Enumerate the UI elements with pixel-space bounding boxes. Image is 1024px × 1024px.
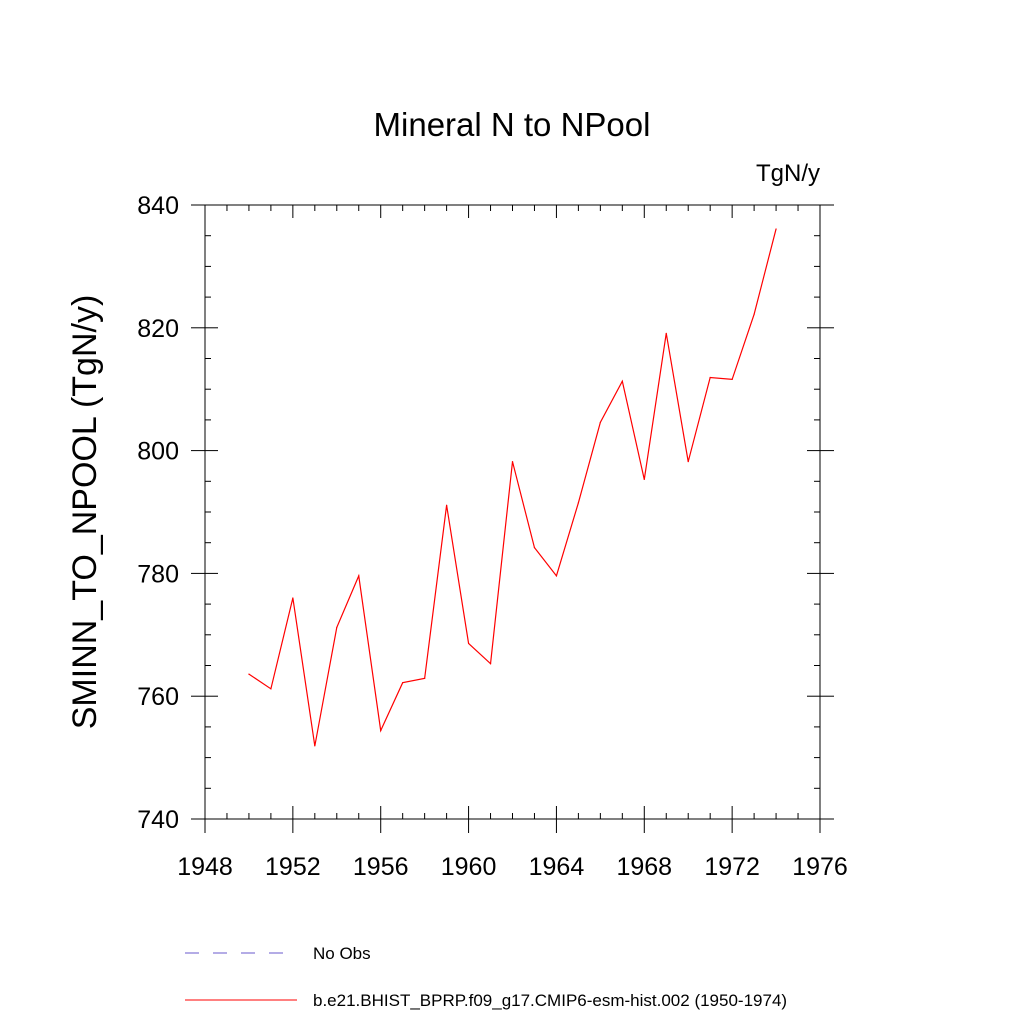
data-point	[314, 745, 316, 747]
data-point	[248, 673, 250, 675]
data-point	[402, 682, 404, 684]
data-point	[665, 332, 667, 334]
data-point	[446, 504, 448, 506]
minor-ticks	[205, 205, 820, 819]
x-tick-label: 1952	[265, 853, 321, 881]
legend-label-model: b.e21.BHIST_BPRP.f09_g17.CMIP6-esm-hist.…	[313, 991, 787, 1010]
plot-border	[204, 204, 821, 820]
plot-area	[204, 204, 821, 820]
y-axis-ticks: 740 760 780 800 820 840	[137, 192, 834, 834]
data-point	[533, 547, 536, 549]
legend-item-model: b.e21.BHIST_BPRP.f09_g17.CMIP6-esm-hist.…	[185, 991, 787, 1010]
data-point	[709, 376, 711, 379]
data-point	[643, 478, 645, 481]
data-point	[270, 688, 272, 690]
data-point	[577, 502, 579, 504]
data-point	[424, 677, 426, 679]
x-tick-label: 1964	[529, 853, 585, 881]
data-point	[555, 575, 558, 577]
y-tick-label: 840	[137, 192, 179, 220]
y-tick-label: 800	[137, 438, 179, 466]
legend-label-no-obs: No Obs	[313, 944, 371, 963]
data-point	[687, 461, 689, 463]
x-tick-label: 1948	[177, 853, 233, 881]
x-tick-label: 1968	[616, 853, 672, 881]
units-label: TgN/y	[756, 160, 820, 187]
y-tick-label: 760	[137, 683, 179, 711]
x-axis-ticks: 1948 1952 1956 1960 1964 1968 1972 1976	[177, 205, 848, 881]
data-point	[467, 642, 470, 644]
legend-item-no-obs: No Obs	[185, 944, 371, 963]
data-point	[775, 228, 777, 230]
data-point	[731, 378, 733, 380]
data-point	[489, 663, 492, 665]
data-point	[292, 597, 294, 599]
y-tick-label: 780	[137, 560, 179, 588]
data-point	[511, 461, 514, 463]
data-point	[358, 575, 360, 577]
x-tick-label: 1972	[704, 853, 760, 881]
data-point	[753, 313, 755, 315]
y-tick-label: 820	[137, 315, 179, 343]
data-point	[336, 626, 338, 629]
chart-title: Mineral N to NPool	[374, 106, 651, 143]
data-point	[380, 729, 382, 732]
legend: No Obs b.e21.BHIST_BPRP.f09_g17.CMIP6-es…	[185, 944, 787, 1010]
series-line-model	[248, 228, 777, 747]
series-layer	[248, 228, 777, 747]
y-tick-label: 740	[137, 806, 179, 834]
data-point	[599, 421, 601, 423]
x-tick-label: 1956	[353, 853, 409, 881]
data-point	[621, 380, 623, 382]
x-tick-label: 1976	[792, 853, 848, 881]
y-axis-label: SMINN_TO_NPOOL (TgN/y)	[66, 295, 104, 730]
x-tick-label: 1960	[441, 853, 497, 881]
